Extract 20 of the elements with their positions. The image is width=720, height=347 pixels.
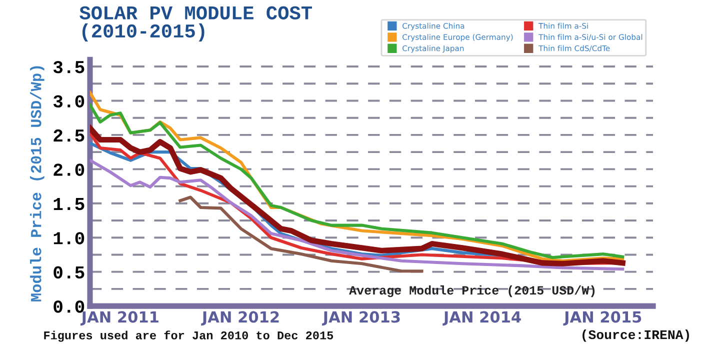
line-series: [90, 158, 624, 271]
text: (Source:IRENA): [582, 329, 689, 342]
y-tick-label: 2.5: [54, 129, 84, 142]
y-tick-label: 0.0: [54, 300, 84, 313]
annotation: Average Module Price (2015 USD/W): [349, 285, 595, 298]
x-tick-label: JAN 2011: [80, 311, 158, 326]
y-tick-label: 1.5: [54, 198, 84, 210]
y-tick-label: 3.5: [53, 60, 84, 74]
x-tick-label: JAN 2015: [563, 311, 642, 326]
y-axis-title: Module Price (2015 USD/Wp): [30, 66, 44, 302]
y-tick-label: 0.5: [54, 266, 84, 279]
x-tick-label: JAN 2012: [201, 311, 279, 326]
text: Figures used are for Jan 2010 to Dec 2015: [44, 330, 334, 342]
chart-title: SOLAR PV MODULE COST (2010-2015): [80, 6, 312, 42]
line-series: [178, 196, 424, 273]
x-tick-label: JAN 2014: [442, 311, 521, 326]
x-tick-label: JAN 2013: [322, 311, 400, 326]
y-tick-label: 3.0: [53, 95, 84, 108]
y-tick-label: 2.0: [54, 164, 84, 176]
y-tick-label: 1.0: [54, 232, 84, 244]
